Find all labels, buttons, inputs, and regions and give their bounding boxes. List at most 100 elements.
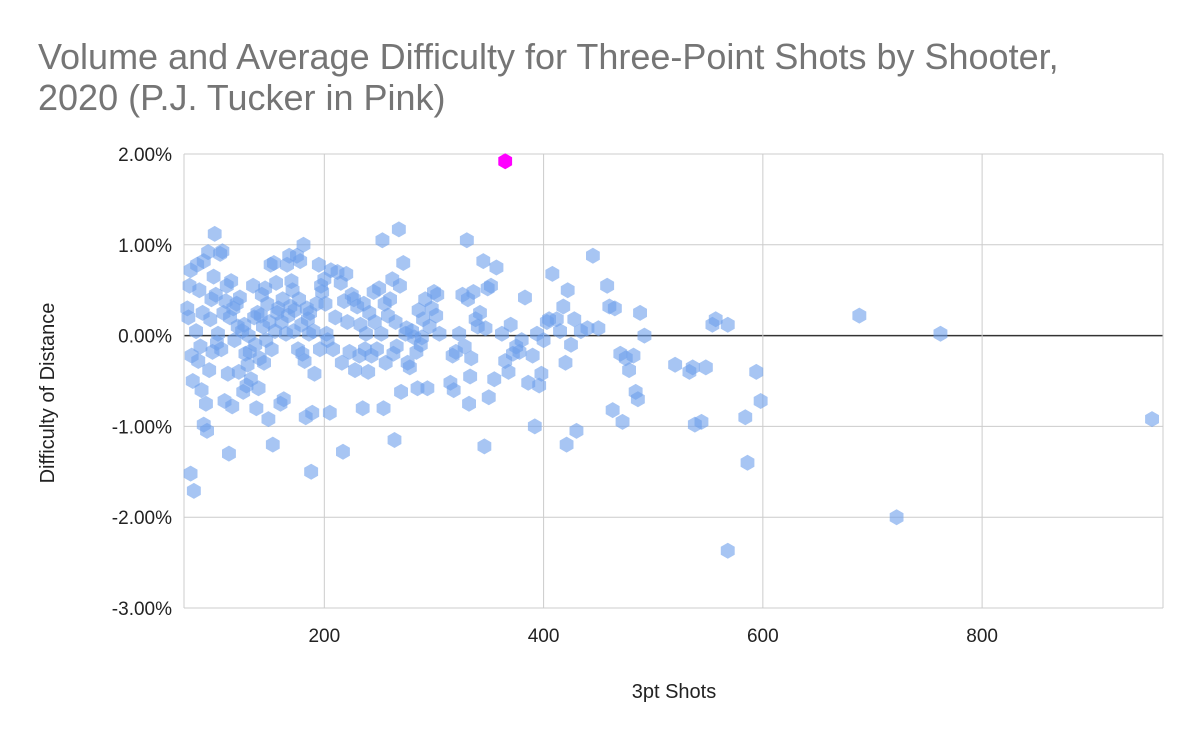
data-point: [191, 353, 206, 369]
data-point: [476, 253, 491, 270]
data-point: [370, 341, 384, 358]
data-point: [225, 398, 240, 415]
data-point: [501, 363, 516, 380]
data-point: [933, 325, 948, 342]
data-point: [318, 295, 333, 312]
data-point: [355, 400, 370, 417]
data-point: [630, 391, 645, 408]
y-tick-label: 2.00%: [118, 145, 172, 166]
x-tick-label: 600: [747, 626, 779, 647]
data-point: [633, 304, 647, 321]
y-axis-tick-labels: 2.00% 1.00% 0.00% -1.00% -2.00% -3.00%: [112, 145, 172, 620]
data-point: [248, 336, 263, 353]
data-point: [477, 438, 492, 455]
data-point: [402, 359, 417, 376]
x-axis-title: 3pt Shots: [632, 681, 717, 703]
y-tick-label: -1.00%: [112, 417, 172, 438]
data-point: [391, 221, 406, 238]
data-point: [514, 332, 529, 349]
data-point: [396, 255, 411, 271]
data-point: [889, 509, 904, 526]
data-point: [1145, 411, 1159, 428]
data-point: [394, 383, 408, 400]
data-point: [307, 365, 322, 382]
highlight-point: [498, 153, 513, 170]
data-point: [249, 400, 264, 417]
data-point: [201, 244, 215, 261]
data-point: [388, 314, 403, 330]
data-point: [240, 356, 255, 373]
data-point: [374, 325, 389, 342]
data-point: [553, 323, 567, 340]
data-point: [464, 350, 479, 367]
data-point: [372, 280, 387, 297]
data-point: [503, 316, 518, 333]
data-point: [214, 341, 229, 358]
data-point: [326, 341, 340, 358]
data-point: [459, 232, 474, 249]
data-point: [432, 325, 447, 342]
data-point: [720, 542, 735, 559]
data-point: [181, 309, 196, 326]
data-point: [534, 365, 549, 382]
data-point: [361, 363, 376, 380]
data-point: [518, 289, 532, 306]
chart-title: Volume and Average Difficulty for Three-…: [38, 36, 1059, 118]
data-point: [487, 371, 502, 388]
data-point: [376, 400, 391, 417]
data-point: [429, 307, 444, 324]
data-point: [738, 409, 753, 426]
data-point: [340, 314, 355, 330]
data-point: [545, 265, 560, 282]
data-point: [265, 436, 280, 453]
data-point: [753, 393, 768, 409]
data-point: [473, 304, 487, 321]
data-point: [246, 277, 260, 294]
gridlines: [183, 153, 1164, 609]
data-point: [481, 389, 496, 406]
data-point: [569, 422, 584, 439]
data-points: [180, 221, 1159, 559]
data-point: [495, 325, 509, 342]
data-point: [463, 368, 478, 385]
data-point: [296, 236, 311, 253]
data-point: [536, 332, 551, 349]
data-point: [215, 243, 230, 260]
data-point: [211, 325, 225, 342]
data-point: [626, 347, 641, 364]
data-point: [446, 382, 461, 399]
data-point: [189, 323, 203, 340]
data-point: [194, 382, 209, 399]
data-point: [708, 311, 723, 328]
data-point: [260, 295, 275, 312]
data-point: [206, 268, 221, 285]
data-point: [359, 325, 373, 342]
data-point: [852, 307, 867, 324]
data-point: [489, 259, 504, 276]
data-point: [207, 225, 222, 242]
y-tick-label: -3.00%: [112, 599, 172, 620]
data-point: [334, 354, 349, 371]
data-point: [192, 282, 207, 299]
data-point: [685, 359, 700, 376]
data-point: [559, 436, 574, 453]
data-point: [276, 391, 291, 408]
data-point: [257, 354, 271, 371]
data-point: [558, 354, 573, 371]
data-point: [466, 284, 481, 300]
data-point: [185, 373, 200, 389]
data-point: [251, 380, 266, 397]
y-tick-label: -2.00%: [112, 508, 172, 529]
data-point: [264, 341, 279, 358]
data-point: [297, 353, 312, 369]
data-point: [261, 411, 276, 428]
data-point: [605, 402, 620, 419]
data-point: [749, 363, 764, 380]
y-tick-label: 1.00%: [118, 236, 172, 257]
data-point: [233, 289, 247, 306]
data-point: [420, 380, 435, 397]
data-point: [393, 277, 407, 294]
data-point: [305, 404, 320, 421]
data-point: [202, 362, 217, 379]
